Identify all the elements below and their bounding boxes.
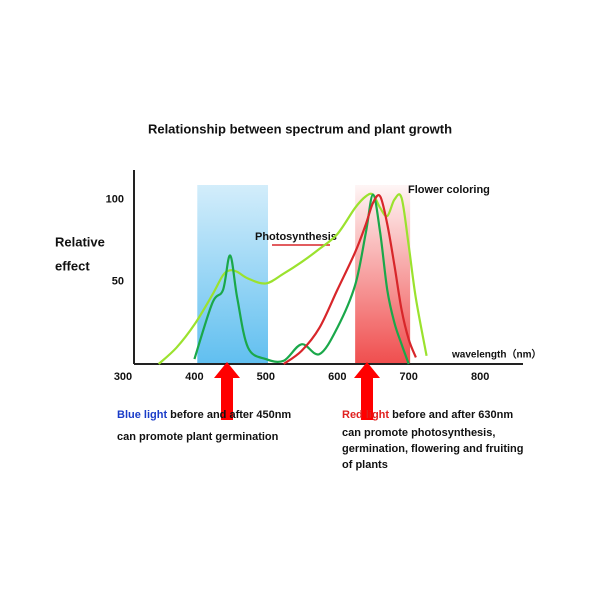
note-text: before and after 450nm [167,409,291,421]
line [193,193,410,365]
note-text: of plants [342,459,388,471]
note-text: Blue light [117,409,167,421]
note-line: Red light before and after 630nm [342,409,513,421]
note-line: can promote photosynthesis, [342,427,495,439]
annotation: Photosynthesis [255,231,337,243]
annotation: Flower coloring [408,184,490,196]
note-line: of plants [342,459,388,471]
y-label: effect [55,258,90,273]
x-tick-label: 600 [328,371,346,383]
note-text: Red light [342,409,389,421]
line [157,192,428,365]
band [197,185,268,364]
note-line: can promote plant germination [117,431,279,443]
y-tick-label: 100 [106,193,124,205]
x-tick-label: 500 [257,371,275,383]
x-label: wavelength（nm） [451,348,541,361]
line [283,194,417,365]
arrow [214,362,240,420]
note-line: Blue light before and after 450nm [117,409,291,421]
y-label: Relative [55,234,105,249]
x-tick-label: 300 [114,371,132,383]
x-tick-label: 700 [400,371,418,383]
note-text: can promote photosynthesis, [342,427,495,439]
y-tick-label: 50 [112,276,124,288]
note-text: before and after 630nm [389,409,513,421]
arrow [354,362,380,420]
note-line: germination, flowering and fruiting [342,443,524,455]
band [355,185,411,364]
note-text: can promote plant germination [117,431,279,443]
x-tick-label: 800 [471,371,489,383]
note-text: germination, flowering and fruiting [342,443,524,455]
chart-title: Relationship between spectrum and plant … [148,121,452,136]
x-tick-label: 400 [185,371,203,383]
